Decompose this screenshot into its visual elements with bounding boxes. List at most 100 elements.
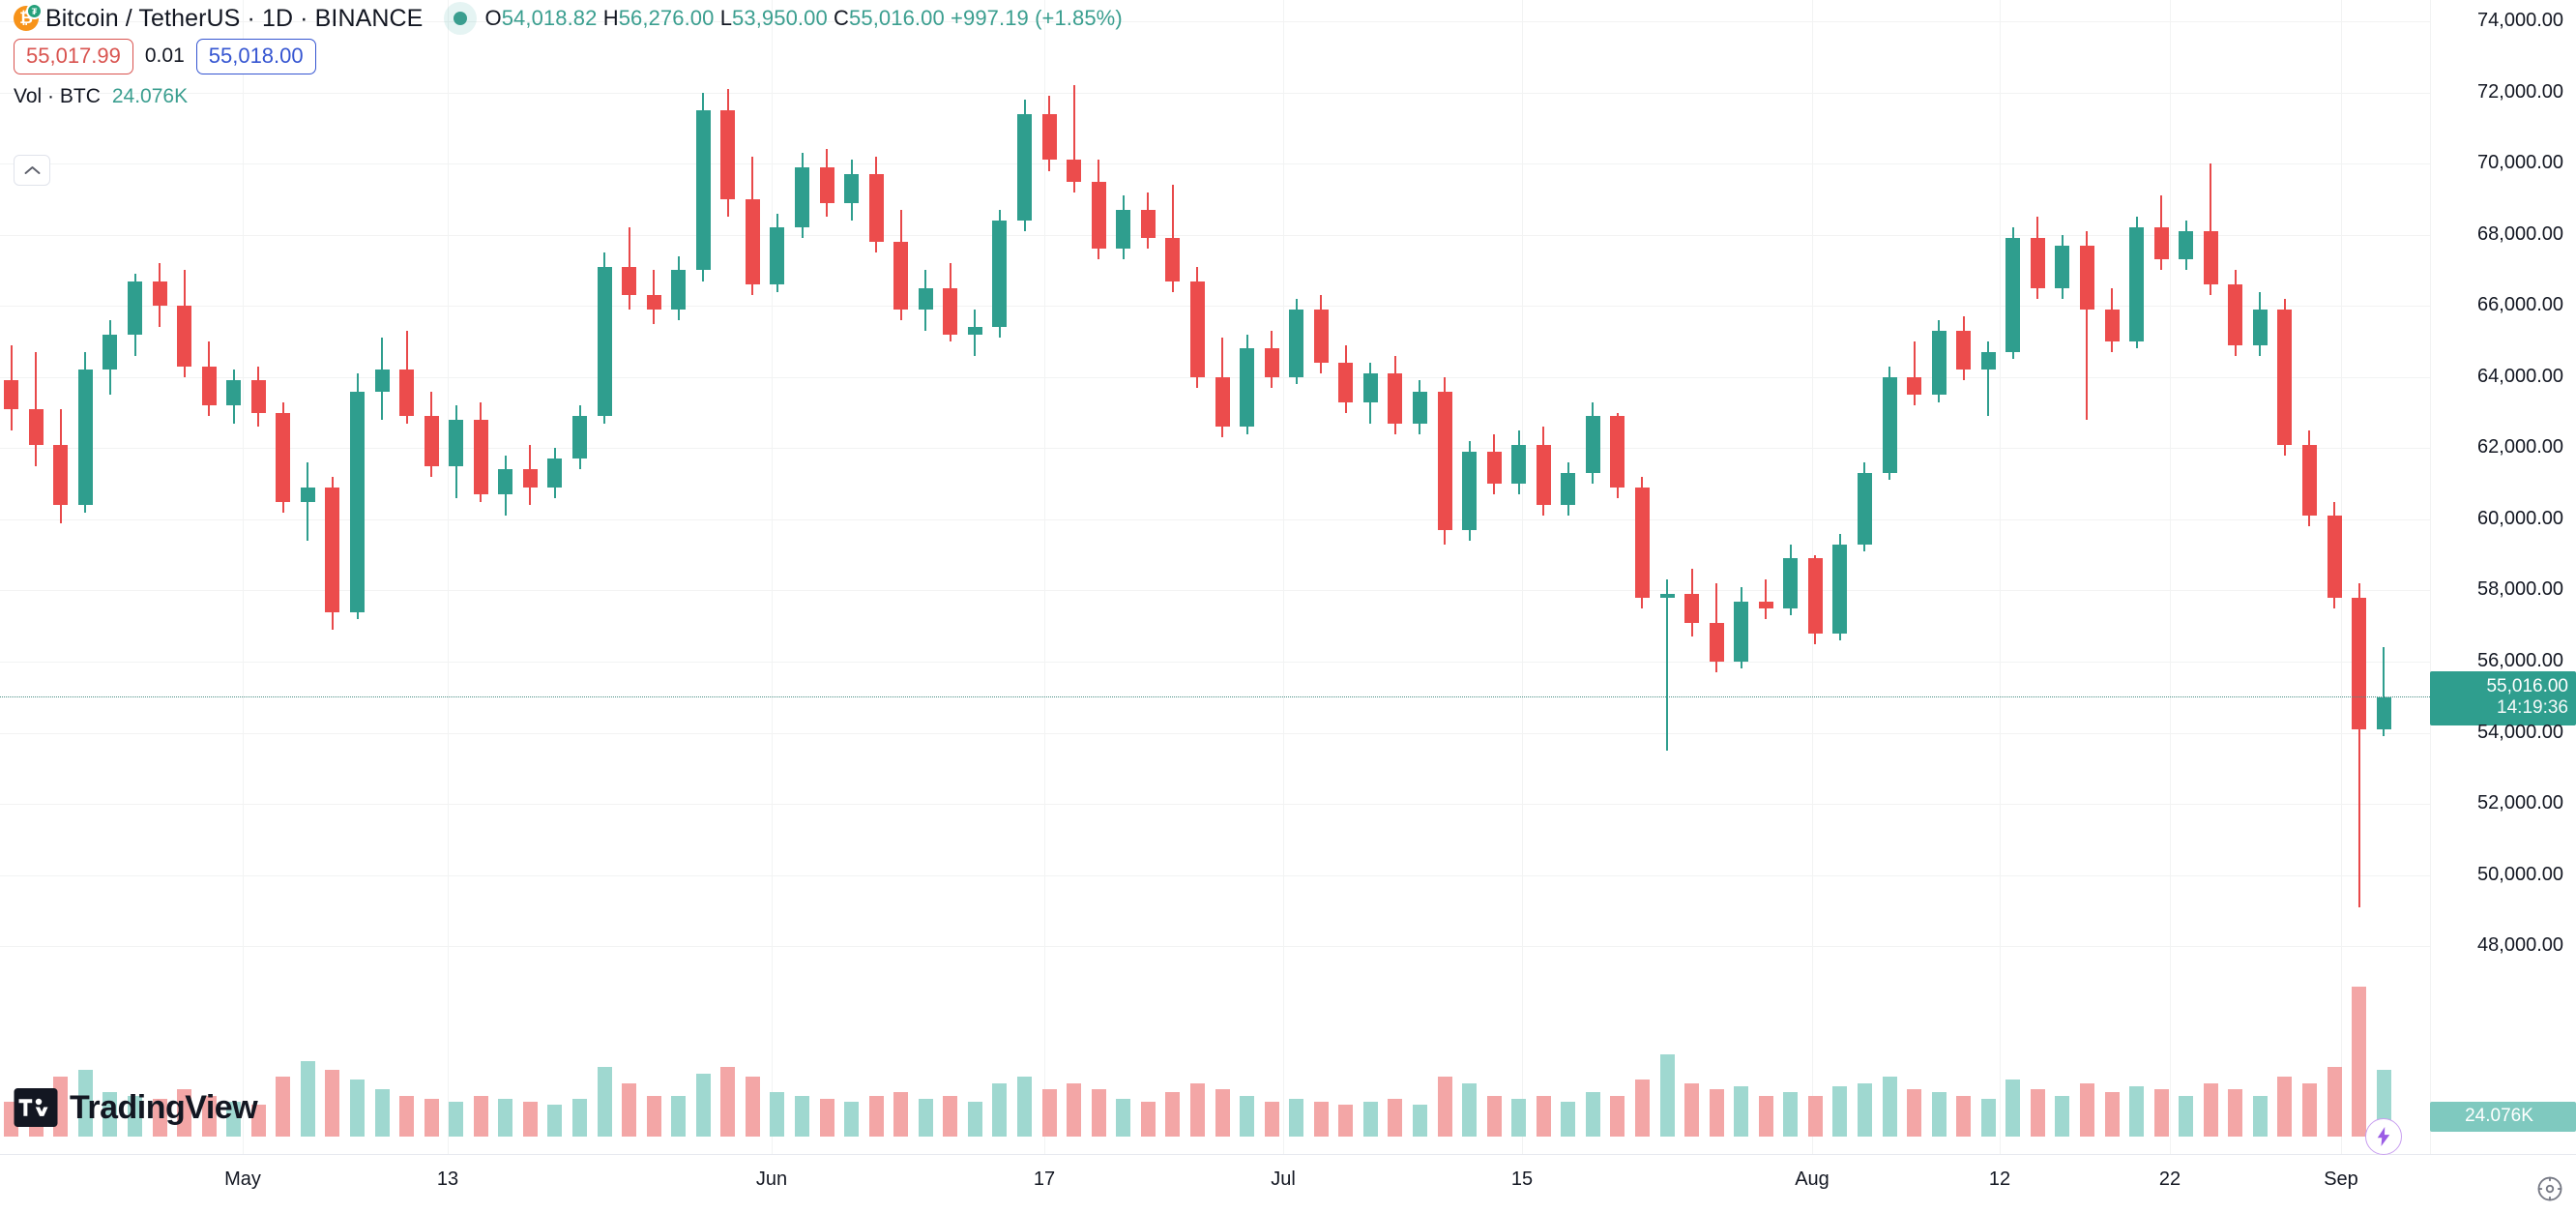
volume-bar	[374, 1089, 390, 1137]
market-open-dot	[454, 12, 468, 25]
gridline-horizontal	[0, 946, 2430, 947]
volume-bar	[1165, 1092, 1181, 1137]
candle-body	[597, 266, 612, 417]
gridline-vertical	[2000, 0, 2001, 1154]
gridline-vertical	[2170, 0, 2171, 1154]
candle-body	[2153, 227, 2169, 260]
price-axis-tick: 66,000.00	[2477, 294, 2563, 316]
volume-bar	[720, 1067, 736, 1137]
gridline-vertical	[448, 0, 449, 1154]
candle-body	[374, 370, 390, 392]
candle-body	[622, 266, 637, 296]
price-axis-tick: 48,000.00	[2477, 934, 2563, 957]
candle-body	[424, 416, 439, 466]
volume-bar	[2129, 1085, 2145, 1137]
volume-bar	[102, 1092, 118, 1137]
high-value: 56,276.00	[618, 6, 715, 30]
time-axis-tick: Jul	[1271, 1169, 1296, 1190]
volume-bar	[226, 1102, 242, 1137]
volume-bar	[2079, 1082, 2094, 1137]
gridline-vertical	[1044, 0, 1045, 1154]
candle-wick	[1072, 85, 1075, 192]
candle-body	[1832, 544, 1848, 634]
candle-body	[1634, 487, 1650, 598]
candle-body	[868, 174, 884, 243]
collapse-pane-button[interactable]	[14, 155, 50, 186]
price-axis[interactable]: 74,000.00 72,000.00 70,000.00 68,000.00 66,0…	[2430, 0, 2576, 1154]
candle-body	[1486, 452, 1502, 485]
candle-body	[1462, 452, 1478, 530]
volume-bar	[1264, 1102, 1279, 1137]
candle-body	[276, 412, 291, 502]
gridline-horizontal	[0, 662, 2430, 663]
volume-bar	[646, 1095, 661, 1137]
bid-price-button[interactable]: 55,017.99	[14, 38, 133, 74]
volume-bar	[2277, 1077, 2293, 1137]
candle-body	[1585, 416, 1600, 474]
volume-bar	[1684, 1082, 1700, 1137]
volume-bar	[2030, 1089, 2045, 1137]
open-value: 54,018.82	[501, 6, 598, 30]
price-axis-tick: 54,000.00	[2477, 721, 2563, 743]
volume-bar	[1412, 1105, 1427, 1137]
candle-body	[1882, 376, 1897, 474]
close-label: C	[834, 6, 850, 30]
candle-body	[2327, 516, 2342, 598]
current-price-value: 55,016.00	[2486, 676, 2568, 696]
candle-body	[2252, 309, 2268, 345]
candle-body	[745, 198, 760, 285]
volume-bar	[1610, 1095, 1625, 1137]
time-axis-tick: Jun	[755, 1169, 788, 1190]
volume-bar	[250, 1105, 266, 1137]
volume-bar	[300, 1060, 315, 1137]
time-axis[interactable]: May 13 Jun 17 Jul 15 Aug 12 22 Sep	[0, 1154, 2576, 1213]
volume-bar	[1511, 1098, 1527, 1137]
candle-body	[770, 227, 785, 285]
candle-body	[2104, 309, 2120, 342]
chart-settings-button[interactable]	[2533, 1172, 2566, 1205]
candle-body	[2079, 245, 2094, 310]
price-axis-tick: 74,000.00	[2477, 10, 2563, 32]
gridline-horizontal	[0, 733, 2430, 734]
candle-body	[720, 110, 736, 199]
volume-bar	[1634, 1080, 1650, 1137]
lightning-badge[interactable]	[2365, 1118, 2403, 1155]
volume-bar	[498, 1098, 513, 1137]
symbol-title[interactable]: Bitcoin / TetherUS · 1D · BINANCE	[45, 4, 424, 32]
candle-body	[226, 380, 242, 406]
candle-wick	[1913, 341, 1916, 406]
candle-body	[1140, 209, 1156, 239]
candle-body	[2203, 231, 2218, 285]
price-axis-tick: 58,000.00	[2477, 578, 2563, 601]
volume-bar	[2005, 1080, 2021, 1137]
candlestick-series[interactable]	[0, 0, 2430, 1137]
candle-body	[819, 166, 834, 203]
volume-bar	[1561, 1102, 1576, 1137]
volume-bar	[2352, 987, 2367, 1137]
volume-bar	[2179, 1095, 2194, 1137]
ask-price-button[interactable]: 55,018.00	[195, 38, 316, 74]
volume-bar	[695, 1073, 711, 1137]
candle-body	[201, 366, 217, 406]
time-axis-tick: Sep	[2324, 1169, 2358, 1190]
volume-bar	[1091, 1089, 1106, 1137]
spread-value: 0.01	[144, 44, 185, 67]
gridline-horizontal	[0, 235, 2430, 236]
candle-body	[2376, 696, 2391, 729]
candle-body	[1709, 622, 1724, 662]
volume-bar	[449, 1102, 464, 1137]
low-value: 53,950.00	[732, 6, 828, 30]
candle-body	[1684, 594, 1700, 623]
market-status-icon[interactable]	[444, 2, 478, 35]
time-axis-tick: 12	[1988, 1169, 2011, 1190]
volume-bar	[2252, 1095, 2268, 1137]
volume-bar	[1338, 1105, 1354, 1137]
candle-body	[1758, 601, 1773, 608]
candle-body	[4, 380, 19, 409]
close-value: 55,016.00	[849, 6, 945, 30]
legend-volume-row[interactable]: Vol · BTC 24.076K	[14, 82, 1464, 111]
candle-body	[2228, 284, 2243, 345]
gridline-horizontal	[0, 590, 2430, 591]
high-label: H	[602, 6, 619, 30]
candle-body	[399, 370, 415, 417]
